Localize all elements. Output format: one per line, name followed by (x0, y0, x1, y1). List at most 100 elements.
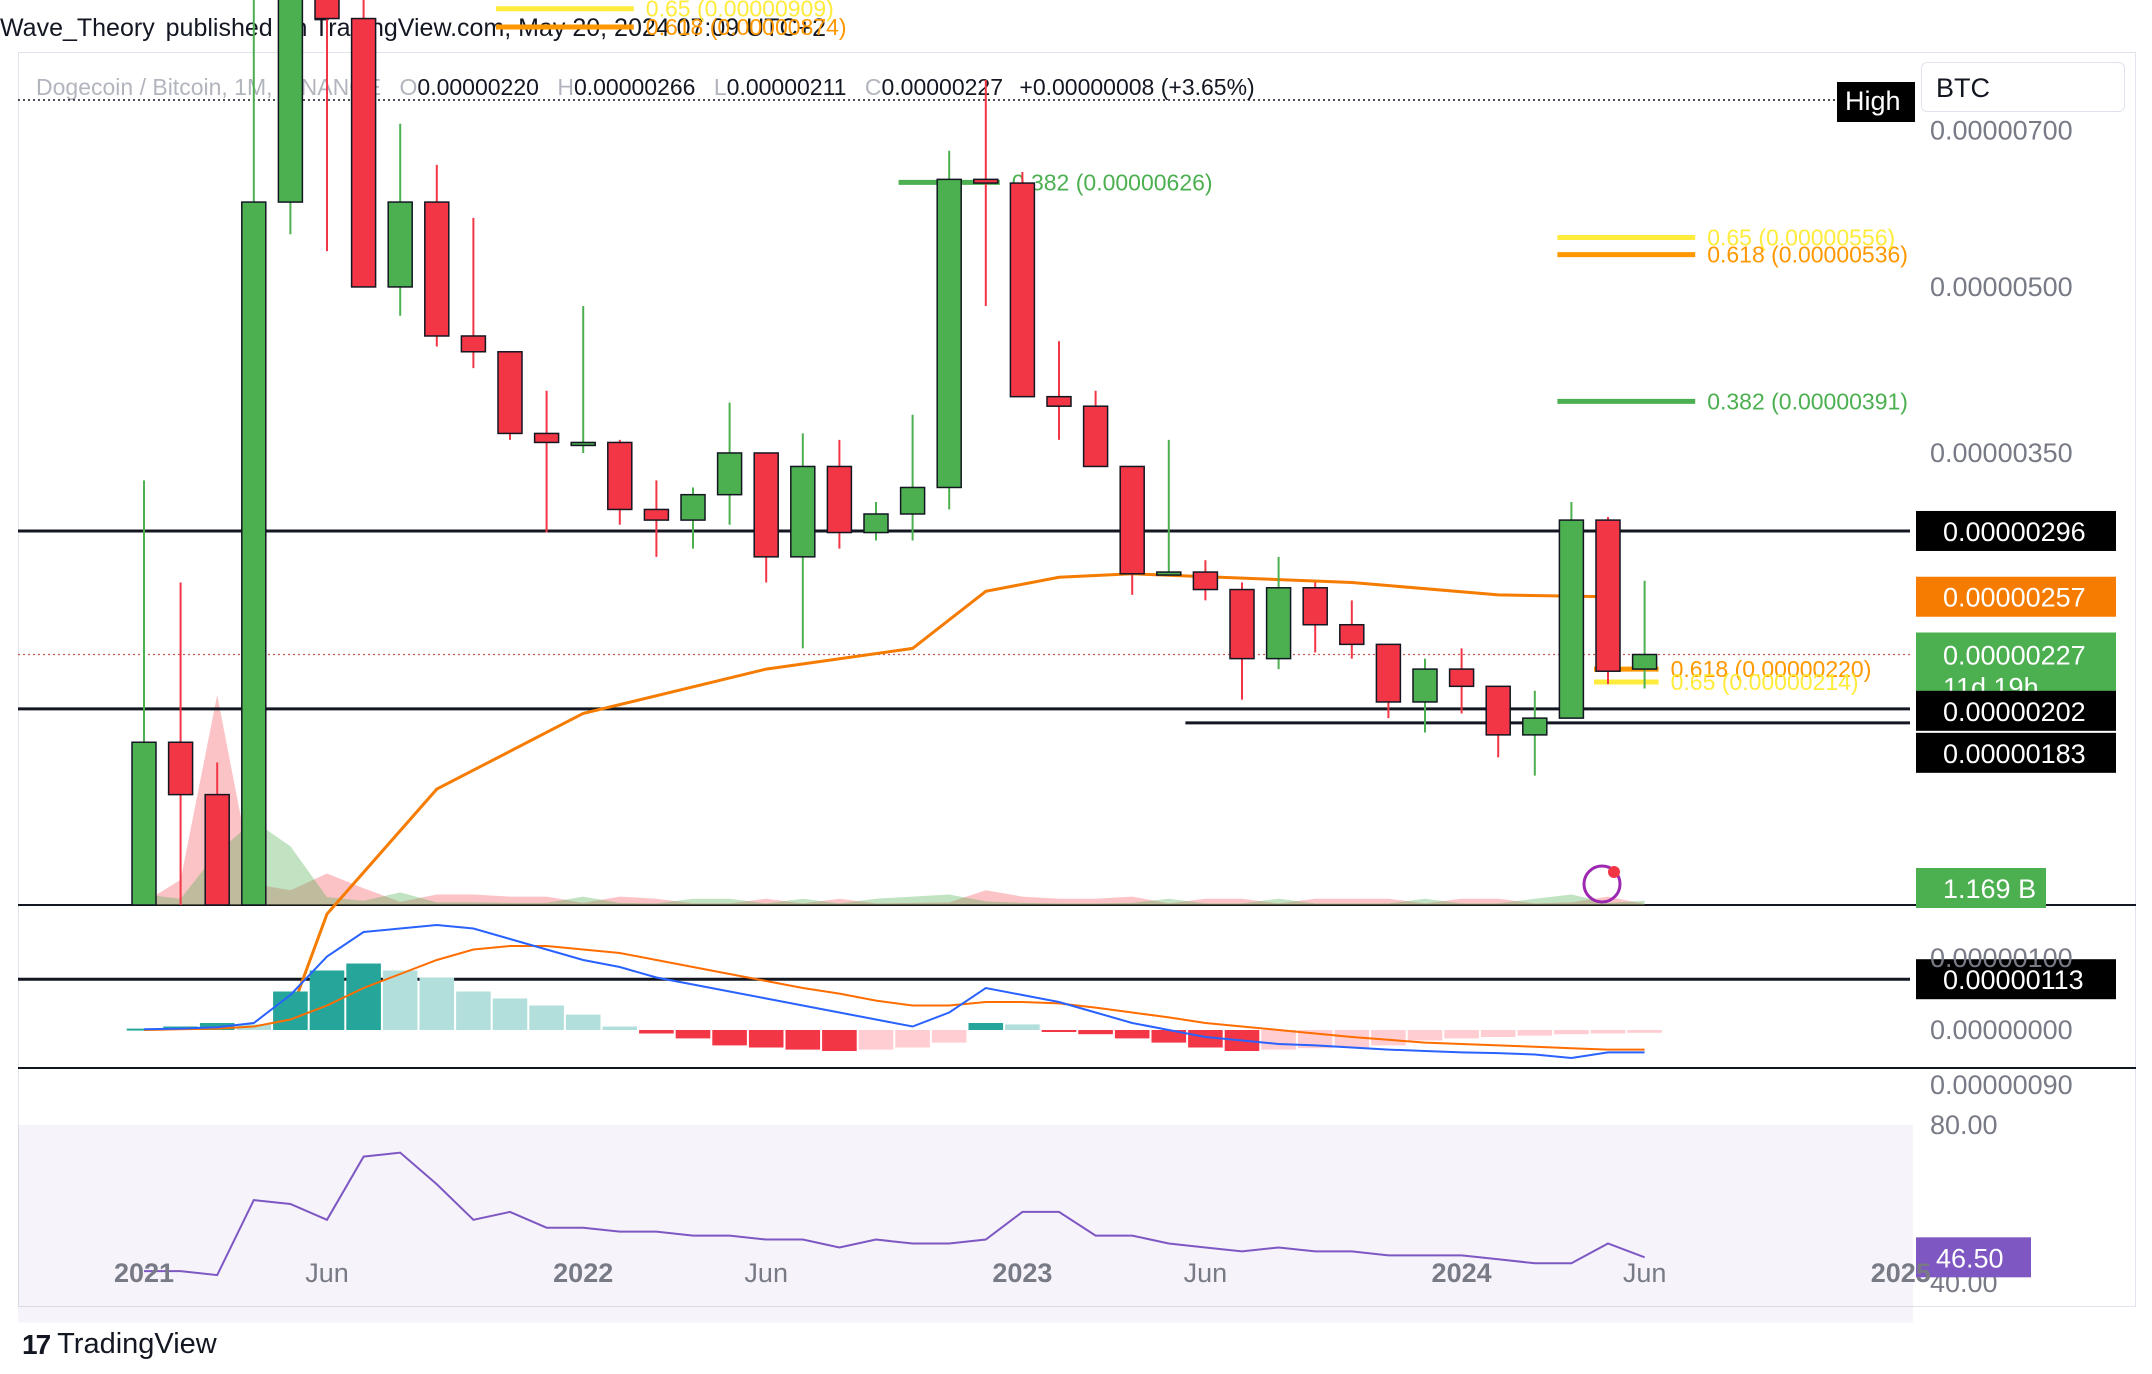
change-value: +0.00000008 (+3.65%) (1019, 74, 1255, 100)
rsi-band (18, 1125, 1913, 1323)
macd-histogram-bar (456, 991, 491, 1030)
close-label: C (864, 74, 882, 100)
candle-body (1046, 395, 1072, 407)
rsi-last-tag: 46.50 (1936, 1243, 2004, 1273)
candle-body (1448, 668, 1475, 688)
macd-histogram-bar (1114, 1030, 1150, 1039)
candle-body (680, 493, 706, 521)
volume-up-area (144, 821, 1645, 905)
candle-body (936, 178, 962, 489)
rsi-last-tag-bg (1916, 1237, 2031, 1278)
time-axis-tick: Jun (744, 1258, 788, 1288)
candle-body (790, 465, 816, 558)
macd-histogram-bar (273, 991, 308, 1030)
macd-histogram-bar (748, 1030, 784, 1048)
macd-histogram-bar (1041, 1030, 1077, 1032)
macd-histogram-bar (419, 977, 455, 1030)
price-axis-tick: 0.00000350 (1930, 438, 2073, 468)
macd-histogram-bar (1151, 1030, 1187, 1043)
candle-body (204, 793, 230, 906)
macd-histogram-bar (1078, 1030, 1113, 1035)
macd-histogram-bar (822, 1030, 857, 1051)
flash-icon-dot (1608, 866, 1620, 878)
low-value: 0.00000211 (726, 74, 847, 100)
footer-brand-text: TradingView (57, 1328, 217, 1360)
candle-body (753, 452, 779, 558)
candle-body (716, 452, 743, 496)
time-axis-tick: Jun (1184, 1258, 1228, 1288)
high-tag: High (1845, 86, 1901, 116)
candle-body (497, 351, 523, 435)
low-label: L (713, 74, 727, 100)
price-axis-tick: 0.00000090 (1930, 1070, 2073, 1100)
candle-body (1302, 587, 1328, 626)
macd-histogram-bar (1407, 1030, 1443, 1041)
author-name[interactable]: Wave_Theory (0, 14, 155, 42)
candle-body (643, 508, 670, 521)
level-tag-bg (1916, 690, 2116, 731)
macd-histogram-bar (1554, 1030, 1589, 1035)
tradingview-logo-icon: 17 (22, 1328, 51, 1360)
fib-level-label: 0.382 (0.00000391) (1707, 388, 1908, 414)
price-axis-tick: 0.00000500 (1930, 272, 2073, 302)
fib-level-label: 0.618 (0.00000536) (1707, 242, 1908, 268)
macd-histogram-bar (492, 998, 528, 1030)
macd-axis-tick: 0.00000100 (1930, 943, 2073, 973)
symbol-legend: Dogecoin / Bitcoin, 1M, BINANCE O0.00000… (36, 74, 1255, 101)
level-tag-bg (1916, 510, 2116, 551)
high-label: H (557, 74, 574, 100)
macd-histogram-bar (1480, 1030, 1516, 1037)
macd-axis-tick: 0.00000000 (1930, 1015, 2073, 1045)
macd-histogram-bar (1334, 1030, 1370, 1048)
time-axis-tick: 2025 (1871, 1258, 1931, 1288)
candle-body (1009, 182, 1036, 398)
fib-level-label: 0.65 (0.00000214) (1671, 669, 1859, 695)
candle-body (387, 201, 413, 288)
open-value: 0.00000220 (417, 74, 539, 100)
macd-histogram-bar (1627, 1030, 1662, 1033)
candle-body (533, 432, 560, 444)
candle-body (350, 17, 377, 288)
candle-body (1375, 643, 1402, 703)
symbol-name[interactable]: Dogecoin / Bitcoin, 1M, BINANCE (36, 74, 382, 100)
candle-body (1522, 717, 1548, 736)
macd-histogram-bar (858, 1030, 894, 1050)
level-tag-bg (1916, 959, 2116, 1000)
last-price-tag: 0.00000227 (1943, 641, 2086, 671)
macd-histogram-bar (639, 1030, 674, 1034)
candle-body (570, 441, 596, 447)
fib-level-label: 0.65 (0.00000909) (646, 0, 834, 22)
time-axis-tick: 2024 (1432, 1258, 1492, 1288)
currency-selector[interactable]: BTC (1921, 62, 2125, 112)
candle-body (1485, 685, 1511, 736)
fib-level-label: 0.65 (0.00000556) (1707, 225, 1895, 251)
fib-level-label: 0.618 (0.00000874) (646, 14, 847, 40)
macd-histogram-bar (1517, 1030, 1553, 1036)
volume-tag: 1.169 B (1943, 874, 2036, 904)
fib-level-label: 0.618 (0.00000220) (1671, 656, 1872, 682)
candle-body (1192, 571, 1219, 591)
level-tag: 0.00000202 (1943, 697, 2086, 727)
macd-histogram-bar (1261, 1030, 1296, 1050)
rsi-axis-tick: 80.00 (1930, 1110, 1998, 1140)
candle-body (1265, 587, 1292, 660)
candle-body (314, 0, 340, 20)
macd-histogram-bar (565, 1014, 601, 1030)
close-value: 0.00000227 (881, 74, 1003, 100)
time-axis-tick: Jun (1623, 1258, 1667, 1288)
footer-brand[interactable]: 17 TradingView (22, 1328, 217, 1361)
publish-info: published on TradingView.com, May 20, 20… (165, 14, 827, 42)
high-value: 0.00000266 (573, 74, 696, 100)
ma-tag: 0.00000257 (1943, 583, 2086, 613)
macd-histogram-bar (785, 1030, 821, 1050)
publish-header: Wave_Theory published on TradingView.com… (0, 14, 826, 43)
candle-body (1631, 653, 1658, 670)
macd-signal-line (143, 945, 1645, 1051)
macd-histogram-bar (895, 1030, 930, 1048)
candle-body (1082, 405, 1109, 468)
macd-histogram-bar (382, 970, 418, 1030)
macd-histogram-bar (1005, 1024, 1040, 1030)
candle-body (460, 335, 487, 353)
time-axis-tick: 2022 (553, 1258, 613, 1288)
